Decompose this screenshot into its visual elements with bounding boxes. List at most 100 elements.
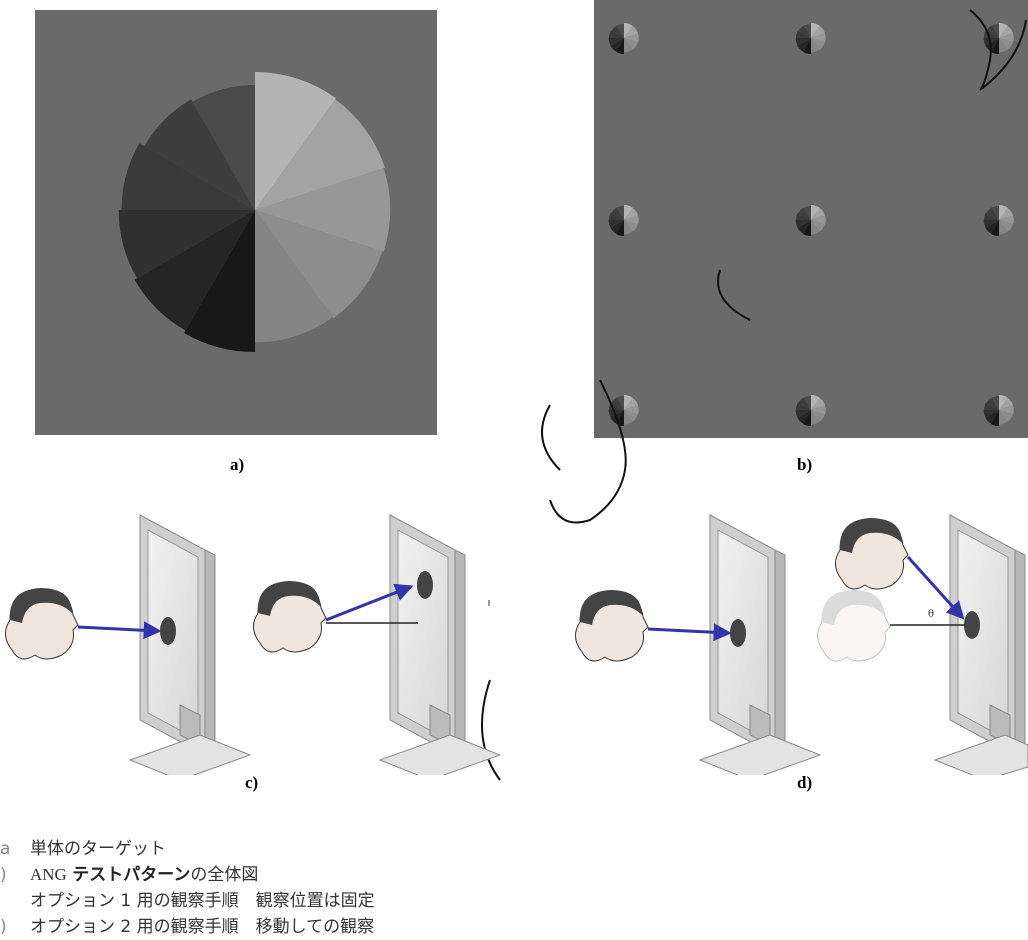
pattern-target-wedge — [983, 410, 999, 418]
pattern-target-wedge — [795, 38, 811, 46]
pattern-target-wedge — [999, 215, 1014, 225]
sightline-arrow-3 — [647, 623, 732, 642]
target-wedge — [118, 210, 256, 279]
face-icon-2 — [253, 581, 327, 653]
caption-c: c) — [245, 773, 259, 792]
pattern-target-wedge — [983, 212, 999, 220]
pattern-target-wedge — [616, 205, 624, 220]
pattern-target-wedge — [999, 23, 1008, 38]
pattern-target-wedge — [797, 38, 811, 52]
pattern-target-wedge — [985, 410, 999, 424]
pattern-target-wedge — [798, 397, 811, 410]
pattern-target-wedge — [616, 220, 624, 236]
pattern-target-wedge — [999, 38, 1013, 50]
face-icon-1 — [5, 588, 79, 660]
legend: a 単体のターゲット ) ANG テストパターンの全体図 オプション 1 用の観察手… — [0, 836, 375, 940]
pattern-target-wedge — [797, 220, 811, 234]
pattern-target-wedge — [608, 38, 624, 46]
pattern-target-wedge — [811, 410, 820, 425]
pattern-target-wedge — [624, 220, 633, 235]
panel-a-single-target — [35, 10, 437, 435]
pattern-target-wedge — [811, 38, 820, 53]
pattern-target-wedge — [999, 220, 1013, 232]
pattern-target-wedge — [624, 220, 638, 232]
pattern-target-wedge — [811, 410, 825, 422]
pattern-target-wedge — [991, 23, 999, 38]
monitor-4 — [933, 514, 1028, 775]
legend-row-d: ) オプション 2 用の観察手順 移動しての観察 — [0, 917, 375, 937]
pattern-target — [795, 23, 826, 54]
pattern-target-wedge — [803, 38, 811, 54]
pattern-target-wedge — [999, 410, 1013, 422]
sightline-arrow-2 — [325, 583, 414, 622]
legend-row-b: ) ANG テストパターンの全体図 — [0, 865, 259, 885]
target-wedge — [121, 143, 256, 210]
pattern-target — [795, 395, 826, 426]
target-wedges — [118, 72, 391, 352]
pattern-target-wedge — [811, 23, 820, 38]
sightline-arrow-4 — [906, 555, 965, 620]
pattern-target-wedge — [811, 25, 826, 38]
pattern-target-wedge — [999, 395, 1008, 410]
pattern-target-wedge — [999, 38, 1008, 53]
pattern-target — [983, 395, 1014, 426]
pattern-target-wedge — [803, 395, 811, 410]
pattern-target-wedge — [624, 215, 639, 225]
pattern-target-wedge — [811, 220, 825, 232]
pattern-target-wedge — [999, 405, 1014, 415]
pattern-target-wedge — [798, 25, 811, 38]
pattern-target-wedge — [991, 38, 999, 54]
target-wedge — [255, 210, 333, 343]
face-icon-raised — [835, 518, 909, 590]
pattern-target-wedge — [803, 23, 811, 38]
pattern-target-wedge — [986, 207, 999, 220]
pattern-target-wedge — [624, 397, 639, 410]
panel-c-observation-fixed — [5, 514, 500, 775]
panel-b-test-pattern — [594, 0, 1028, 438]
pattern-target-wedge — [991, 220, 999, 236]
pattern-target-wedge — [999, 207, 1014, 220]
pattern-target-wedge — [624, 25, 639, 38]
pattern-target-wedge — [616, 38, 624, 54]
pattern-target-wedge — [991, 395, 999, 410]
pattern-target-wedge — [795, 30, 811, 38]
pattern-target-wedge — [795, 410, 811, 418]
target-wedge — [255, 210, 383, 319]
pattern-target-wedge — [624, 23, 633, 38]
pattern-target-wedge — [983, 38, 999, 46]
pattern-target-wedge — [999, 220, 1008, 235]
pattern-target-wedge — [999, 410, 1008, 425]
pattern-target-wedge — [611, 397, 624, 410]
pattern-target-wedge — [811, 207, 826, 220]
pattern-target-wedge — [608, 212, 624, 220]
pattern-target-wedge — [795, 402, 811, 410]
target-wedge — [255, 72, 337, 210]
face-icon-faded — [817, 590, 891, 662]
caption-a: a) — [230, 455, 245, 474]
legend-row-c: オプション 1 用の観察手順 観察位置は固定 — [30, 891, 375, 911]
sightline-arrow-1 — [77, 621, 162, 640]
pattern-targets — [608, 23, 1014, 426]
pattern-target-wedge — [624, 38, 638, 50]
legend-row-a: a 単体のターゲット — [0, 839, 166, 859]
pattern-target-wedge — [985, 220, 999, 234]
watermark — [481, 9, 1027, 781]
pattern-target-wedge — [610, 220, 624, 234]
pattern-target-wedge — [991, 205, 999, 220]
target-wedge — [134, 210, 255, 331]
pattern-target-wedge — [811, 33, 826, 43]
pattern-target-wedge — [611, 25, 624, 38]
pattern-target-wedge — [616, 23, 624, 38]
monitor-3 — [698, 514, 822, 775]
pattern-target-wedge — [624, 207, 639, 220]
pattern-target-wedge — [608, 220, 624, 228]
pattern-target-wedge — [999, 25, 1014, 38]
pattern-target-wedge — [811, 205, 820, 220]
pattern-target-wedge — [624, 395, 633, 410]
pattern-target-wedge — [795, 220, 811, 228]
pattern-target-wedge — [811, 397, 826, 410]
face-icon-3 — [575, 590, 649, 662]
pattern-target-wedge — [999, 397, 1014, 410]
pattern-target-wedge — [795, 212, 811, 220]
pattern-target-wedge — [991, 410, 999, 426]
